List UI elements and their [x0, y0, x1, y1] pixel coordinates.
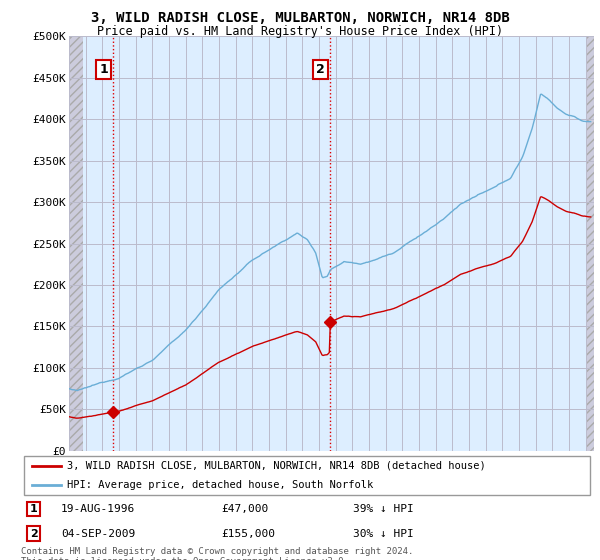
Text: £155,000: £155,000 [221, 529, 275, 539]
Text: Price paid vs. HM Land Registry's House Price Index (HPI): Price paid vs. HM Land Registry's House … [97, 25, 503, 38]
Text: 1: 1 [30, 504, 37, 514]
Text: 39% ↓ HPI: 39% ↓ HPI [353, 504, 414, 514]
Bar [69, 36, 83, 451]
Text: 04-SEP-2009: 04-SEP-2009 [61, 529, 136, 539]
Text: 3, WILD RADISH CLOSE, MULBARTON, NORWICH, NR14 8DB: 3, WILD RADISH CLOSE, MULBARTON, NORWICH… [91, 11, 509, 25]
Text: 1: 1 [99, 63, 108, 76]
Text: 3, WILD RADISH CLOSE, MULBARTON, NORWICH, NR14 8DB (detached house): 3, WILD RADISH CLOSE, MULBARTON, NORWICH… [67, 461, 485, 471]
Text: 2: 2 [316, 63, 325, 76]
FancyBboxPatch shape [24, 455, 590, 495]
Text: 30% ↓ HPI: 30% ↓ HPI [353, 529, 414, 539]
Text: £47,000: £47,000 [221, 504, 269, 514]
Text: Contains HM Land Registry data © Crown copyright and database right 2024.
This d: Contains HM Land Registry data © Crown c… [21, 547, 413, 560]
Text: 19-AUG-1996: 19-AUG-1996 [61, 504, 136, 514]
Text: 2: 2 [30, 529, 37, 539]
Bar [587, 36, 596, 451]
Text: HPI: Average price, detached house, South Norfolk: HPI: Average price, detached house, Sout… [67, 479, 373, 489]
